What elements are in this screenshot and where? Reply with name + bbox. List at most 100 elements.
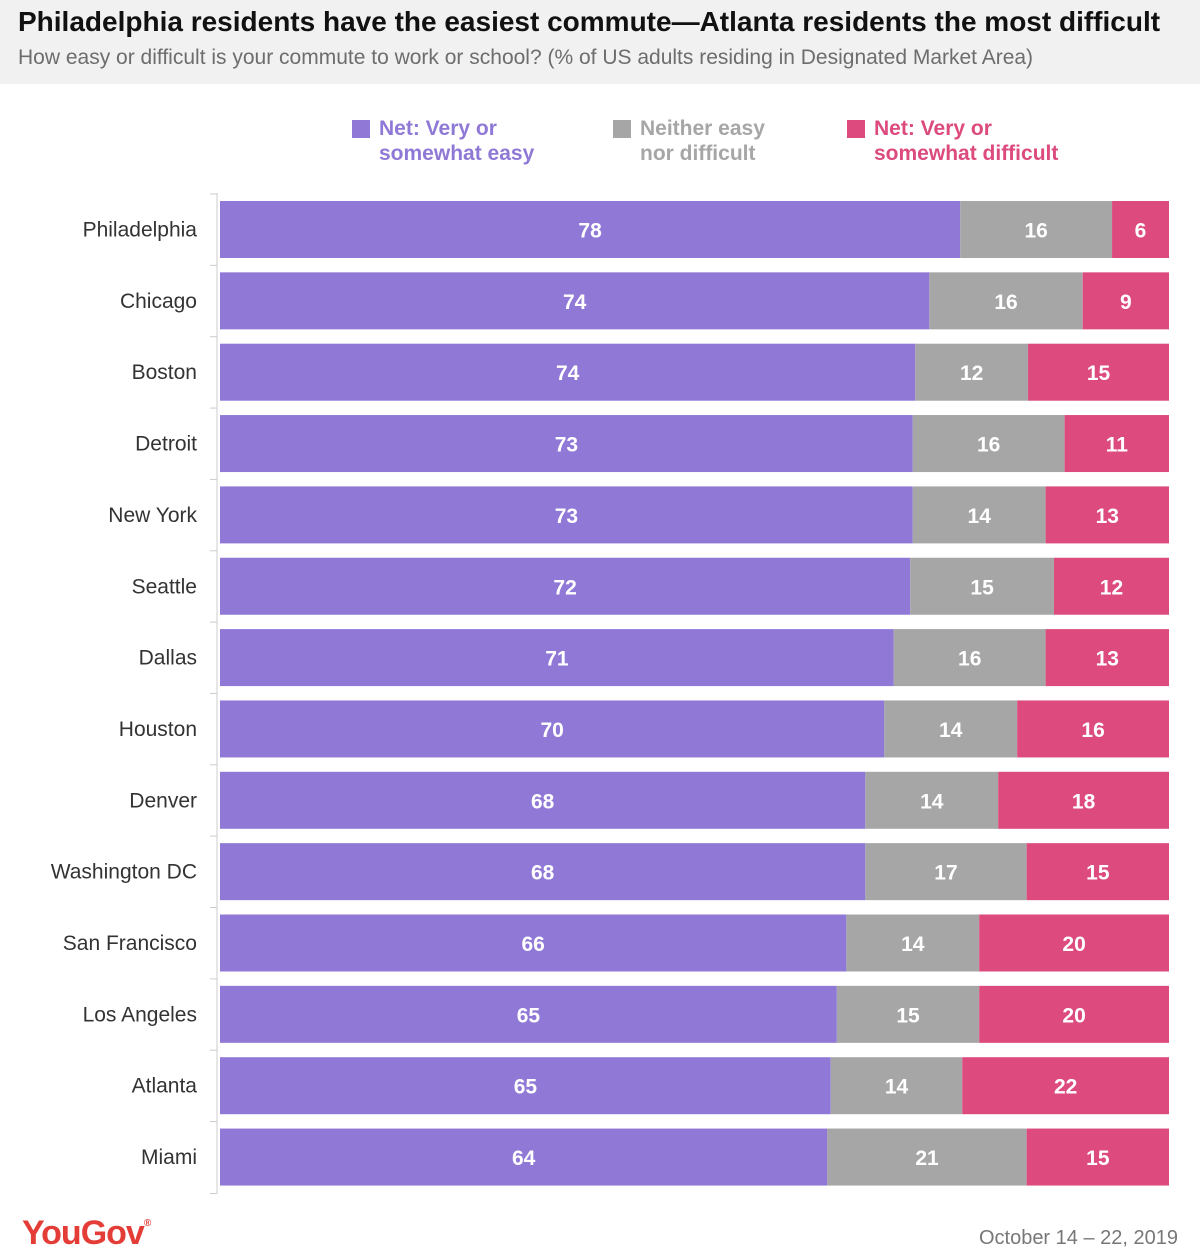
data-label-new-york-series-1: 14 (968, 505, 992, 528)
bar-philadelphia-series-2 (1112, 201, 1169, 258)
data-label-new-york-series-0: 73 (555, 505, 578, 528)
legend-label-difficult-line2: somewhat difficult (874, 142, 1059, 165)
bar-houston-series-0 (220, 700, 885, 758)
bar-houston-series-1 (884, 700, 1018, 758)
data-label-chicago-series-2: 9 (1120, 291, 1132, 314)
bar-seattle-series-1 (910, 557, 1054, 615)
bar-denver-series-0 (220, 771, 866, 829)
data-label-atlanta-series-2: 22 (1054, 1076, 1077, 1099)
bar-denver-series-2 (998, 771, 1169, 829)
legend-label-difficult-line1: Net: Very or (874, 117, 992, 140)
data-label-detroit-series-1: 16 (977, 434, 1000, 457)
category-label-washington-dc: Washington DC (51, 861, 197, 884)
bar-san-francisco-series-1 (846, 914, 980, 972)
bar-houston-series-2 (1017, 700, 1169, 758)
bar-philadelphia-series-1 (960, 201, 1113, 258)
data-label-san-francisco-series-2: 20 (1062, 933, 1085, 956)
bar-chicago-series-1 (929, 272, 1083, 330)
bar-washington-dc-series-2 (1026, 843, 1169, 901)
data-label-detroit-series-0: 73 (555, 434, 578, 457)
yougov-logo-text: YouGov (22, 1214, 145, 1252)
category-label-philadelphia: Philadelphia (83, 219, 198, 242)
chart-subtitle: How easy or difficult is your commute to… (18, 46, 1034, 69)
bar-miami-series-2 (1026, 1128, 1169, 1186)
legend-swatch-easy (352, 120, 370, 138)
bar-washington-dc-series-0 (220, 843, 866, 901)
bar-boston-series-1 (915, 343, 1029, 401)
data-label-dallas-series-1: 16 (958, 648, 981, 671)
data-label-houston-series-2: 16 (1081, 719, 1104, 742)
chart-title: Philadelphia residents have the easiest … (18, 6, 1161, 37)
bar-chicago-series-2 (1082, 272, 1169, 330)
bar-san-francisco-series-2 (979, 914, 1169, 972)
legend-label-neither-line1: Neither easy (640, 117, 765, 140)
survey-date: October 14 – 22, 2019 (978, 1227, 1178, 1249)
category-label-seattle: Seattle (132, 575, 197, 598)
bar-dallas-series-0 (220, 629, 894, 687)
category-label-chicago: Chicago (120, 290, 197, 313)
bar-new-york-series-2 (1045, 486, 1169, 544)
data-label-los-angeles-series-2: 20 (1062, 1004, 1085, 1027)
data-label-los-angeles-series-1: 15 (896, 1004, 920, 1027)
legend-label-neither: Neither easy nor difficult (640, 116, 870, 166)
data-label-houston-series-1: 14 (939, 719, 963, 742)
data-label-houston-series-0: 70 (540, 719, 563, 742)
bar-new-york-series-1 (912, 486, 1046, 544)
category-label-detroit: Detroit (135, 433, 197, 456)
bar-miami-series-1 (827, 1128, 1027, 1186)
data-label-boston-series-2: 15 (1087, 362, 1111, 385)
bar-miami-series-0 (220, 1128, 828, 1186)
bar-chicago-series-0 (220, 272, 930, 330)
legend-label-easy: Net: Very or somewhat easy (379, 116, 609, 166)
data-label-san-francisco-series-1: 14 (901, 933, 925, 956)
category-label-san-francisco: San Francisco (63, 932, 197, 955)
bar-los-angeles-series-0 (220, 985, 837, 1043)
bar-atlanta-series-2 (962, 1057, 1169, 1115)
legend-swatch-difficult (847, 120, 865, 138)
data-label-seattle-series-0: 72 (553, 576, 576, 599)
category-label-houston: Houston (119, 718, 197, 741)
data-label-chicago-series-0: 74 (563, 291, 587, 314)
data-label-los-angeles-series-0: 65 (517, 1004, 541, 1027)
yougov-logo: YouGov® (22, 1214, 151, 1252)
bar-detroit-series-2 (1064, 415, 1169, 473)
bar-denver-series-1 (865, 771, 999, 829)
bar-san-francisco-series-0 (220, 914, 847, 972)
bar-seattle-series-2 (1053, 557, 1169, 615)
data-label-denver-series-1: 14 (920, 790, 944, 813)
data-label-miami-series-0: 64 (512, 1147, 536, 1170)
category-label-boston: Boston (132, 361, 197, 384)
bar-seattle-series-0 (220, 557, 911, 615)
data-label-philadelphia-series-2: 6 (1135, 220, 1147, 243)
data-label-dallas-series-0: 71 (545, 648, 569, 671)
category-label-new-york: New York (108, 504, 197, 527)
bar-detroit-series-0 (220, 415, 913, 473)
data-label-dallas-series-2: 13 (1096, 648, 1119, 671)
category-label-atlanta: Atlanta (132, 1075, 198, 1098)
data-label-denver-series-0: 68 (531, 790, 555, 813)
data-label-san-francisco-series-0: 66 (521, 933, 544, 956)
data-label-philadelphia-series-0: 78 (578, 220, 602, 243)
category-label-miami: Miami (141, 1146, 197, 1169)
legend-swatch-neither (613, 120, 631, 138)
bar-atlanta-series-1 (830, 1057, 963, 1115)
data-label-new-york-series-2: 13 (1096, 505, 1119, 528)
data-label-philadelphia-series-1: 16 (1024, 220, 1047, 243)
category-label-denver: Denver (129, 789, 197, 812)
bar-boston-series-0 (220, 343, 916, 401)
data-label-chicago-series-1: 16 (994, 291, 1017, 314)
category-label-los-angeles: Los Angeles (83, 1003, 197, 1026)
bar-new-york-series-0 (220, 486, 913, 544)
data-label-miami-series-1: 21 (915, 1147, 939, 1170)
bar-dallas-series-1 (893, 629, 1046, 687)
data-label-washington-dc-series-2: 15 (1086, 862, 1110, 885)
bar-los-angeles-series-1 (836, 985, 980, 1043)
data-label-boston-series-1: 12 (960, 362, 983, 385)
data-label-denver-series-2: 18 (1072, 790, 1096, 813)
bar-philadelphia-series-0 (220, 201, 961, 258)
legend-label-easy-line1: Net: Very or (379, 117, 497, 140)
data-label-washington-dc-series-0: 68 (531, 862, 555, 885)
bar-dallas-series-2 (1045, 629, 1169, 687)
data-label-seattle-series-1: 15 (970, 576, 994, 599)
